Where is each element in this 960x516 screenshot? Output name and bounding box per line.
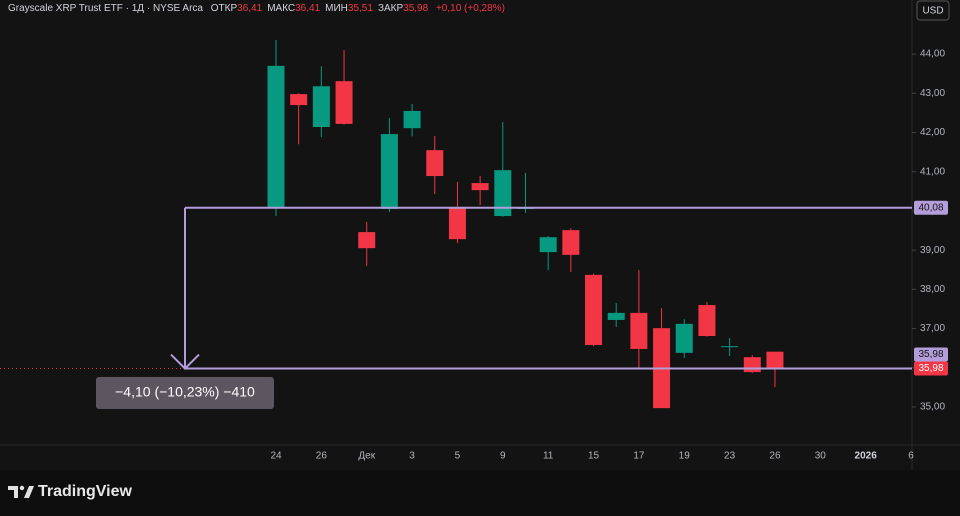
y-tick-label: 42,00 (920, 127, 945, 138)
x-tick-label: 6 (908, 451, 914, 462)
candle-body (448, 207, 466, 240)
legend-header: Grayscale XRP Trust ETF · 1Д · NYSE Arca… (8, 3, 505, 14)
ohlc-name: МИН (325, 3, 348, 14)
x-tick-label: 23 (724, 451, 736, 462)
ohlc-value: 35,51 (347, 3, 373, 14)
y-tick-label: 37,00 (920, 323, 945, 334)
price-line-label: 40,08 (918, 202, 943, 213)
x-tick-label: 3 (409, 451, 415, 462)
candle-body (743, 357, 761, 373)
candle-body (630, 312, 648, 349)
ohlc-value: 36,41 (237, 3, 263, 14)
candle-body (358, 232, 376, 249)
y-tick-label: 43,00 (920, 88, 945, 99)
y-tick-label: 44,00 (920, 49, 945, 60)
candle-body (607, 312, 625, 320)
candle-body (426, 150, 444, 177)
candle-body (539, 237, 557, 253)
currency-button[interactable] (916, 0, 950, 21)
change: +0,10 (+0,28%) (435, 3, 505, 14)
y-tick-label: 35,00 (920, 402, 945, 413)
candle-body (562, 230, 580, 255)
last-price-label-box (914, 361, 948, 376)
candle-body (494, 170, 512, 217)
candle-body (290, 94, 308, 106)
candle-body (380, 134, 398, 209)
y-tick-label: 39,00 (920, 245, 945, 256)
candle-body (267, 65, 285, 208)
footer-bar (0, 470, 960, 516)
ohlc-legend: ОТКР36,41 МАКС36,41 МИН35,51 ЗАКР35,98 (206, 3, 428, 14)
brand: TradingView (38, 483, 133, 500)
brand-logo (8, 485, 34, 498)
candle-body (698, 305, 716, 337)
x-tick-label: 26 (769, 451, 781, 462)
ohlc-name: МАКС (267, 3, 296, 14)
candle-body (312, 86, 330, 128)
measure-label: −4,10 (−10,23%) −410 (115, 384, 255, 400)
candle-body (675, 323, 693, 353)
x-tick-label: 15 (588, 451, 600, 462)
x-tick-label: 11 (543, 451, 554, 462)
ohlc-value: 36,41 (295, 3, 321, 14)
x-tick-label: 5 (455, 451, 461, 462)
symbol-title: Grayscale XRP Trust ETF · 1Д · NYSE Arca (8, 3, 203, 14)
last-price-label: 35,98 (918, 363, 943, 374)
price-line-label-box (914, 200, 948, 215)
ohlc-name: ОТКР (210, 3, 238, 14)
currency[interactable]: USD (922, 6, 943, 17)
price-line-label: 35,98 (918, 349, 943, 360)
candle-body (766, 351, 784, 369)
candle-body (585, 274, 603, 346)
x-tick-label: 17 (633, 451, 645, 462)
x-tick-label: 9 (500, 451, 506, 462)
measure-arrowhead (170, 353, 200, 370)
candle-body (403, 110, 421, 129)
candle-body (335, 81, 353, 124)
ohlc-value: 35,98 (403, 3, 429, 14)
x-tick-label: 19 (679, 451, 691, 462)
x-tick-label: 30 (815, 451, 827, 462)
x-tick-label: 2026 (855, 451, 878, 462)
measure-box (96, 377, 274, 409)
candle-body (721, 346, 739, 348)
x-tick-label: Дек (358, 451, 375, 462)
candle-body (471, 183, 489, 191)
price-line-label-box (914, 347, 948, 362)
y-tick-label: 41,00 (920, 166, 945, 177)
y-tick-label: 38,00 (920, 284, 945, 295)
ohlc-name: ЗАКР (377, 3, 404, 14)
x-tick-label: 24 (270, 451, 282, 462)
x-tick-label: 26 (316, 451, 328, 462)
